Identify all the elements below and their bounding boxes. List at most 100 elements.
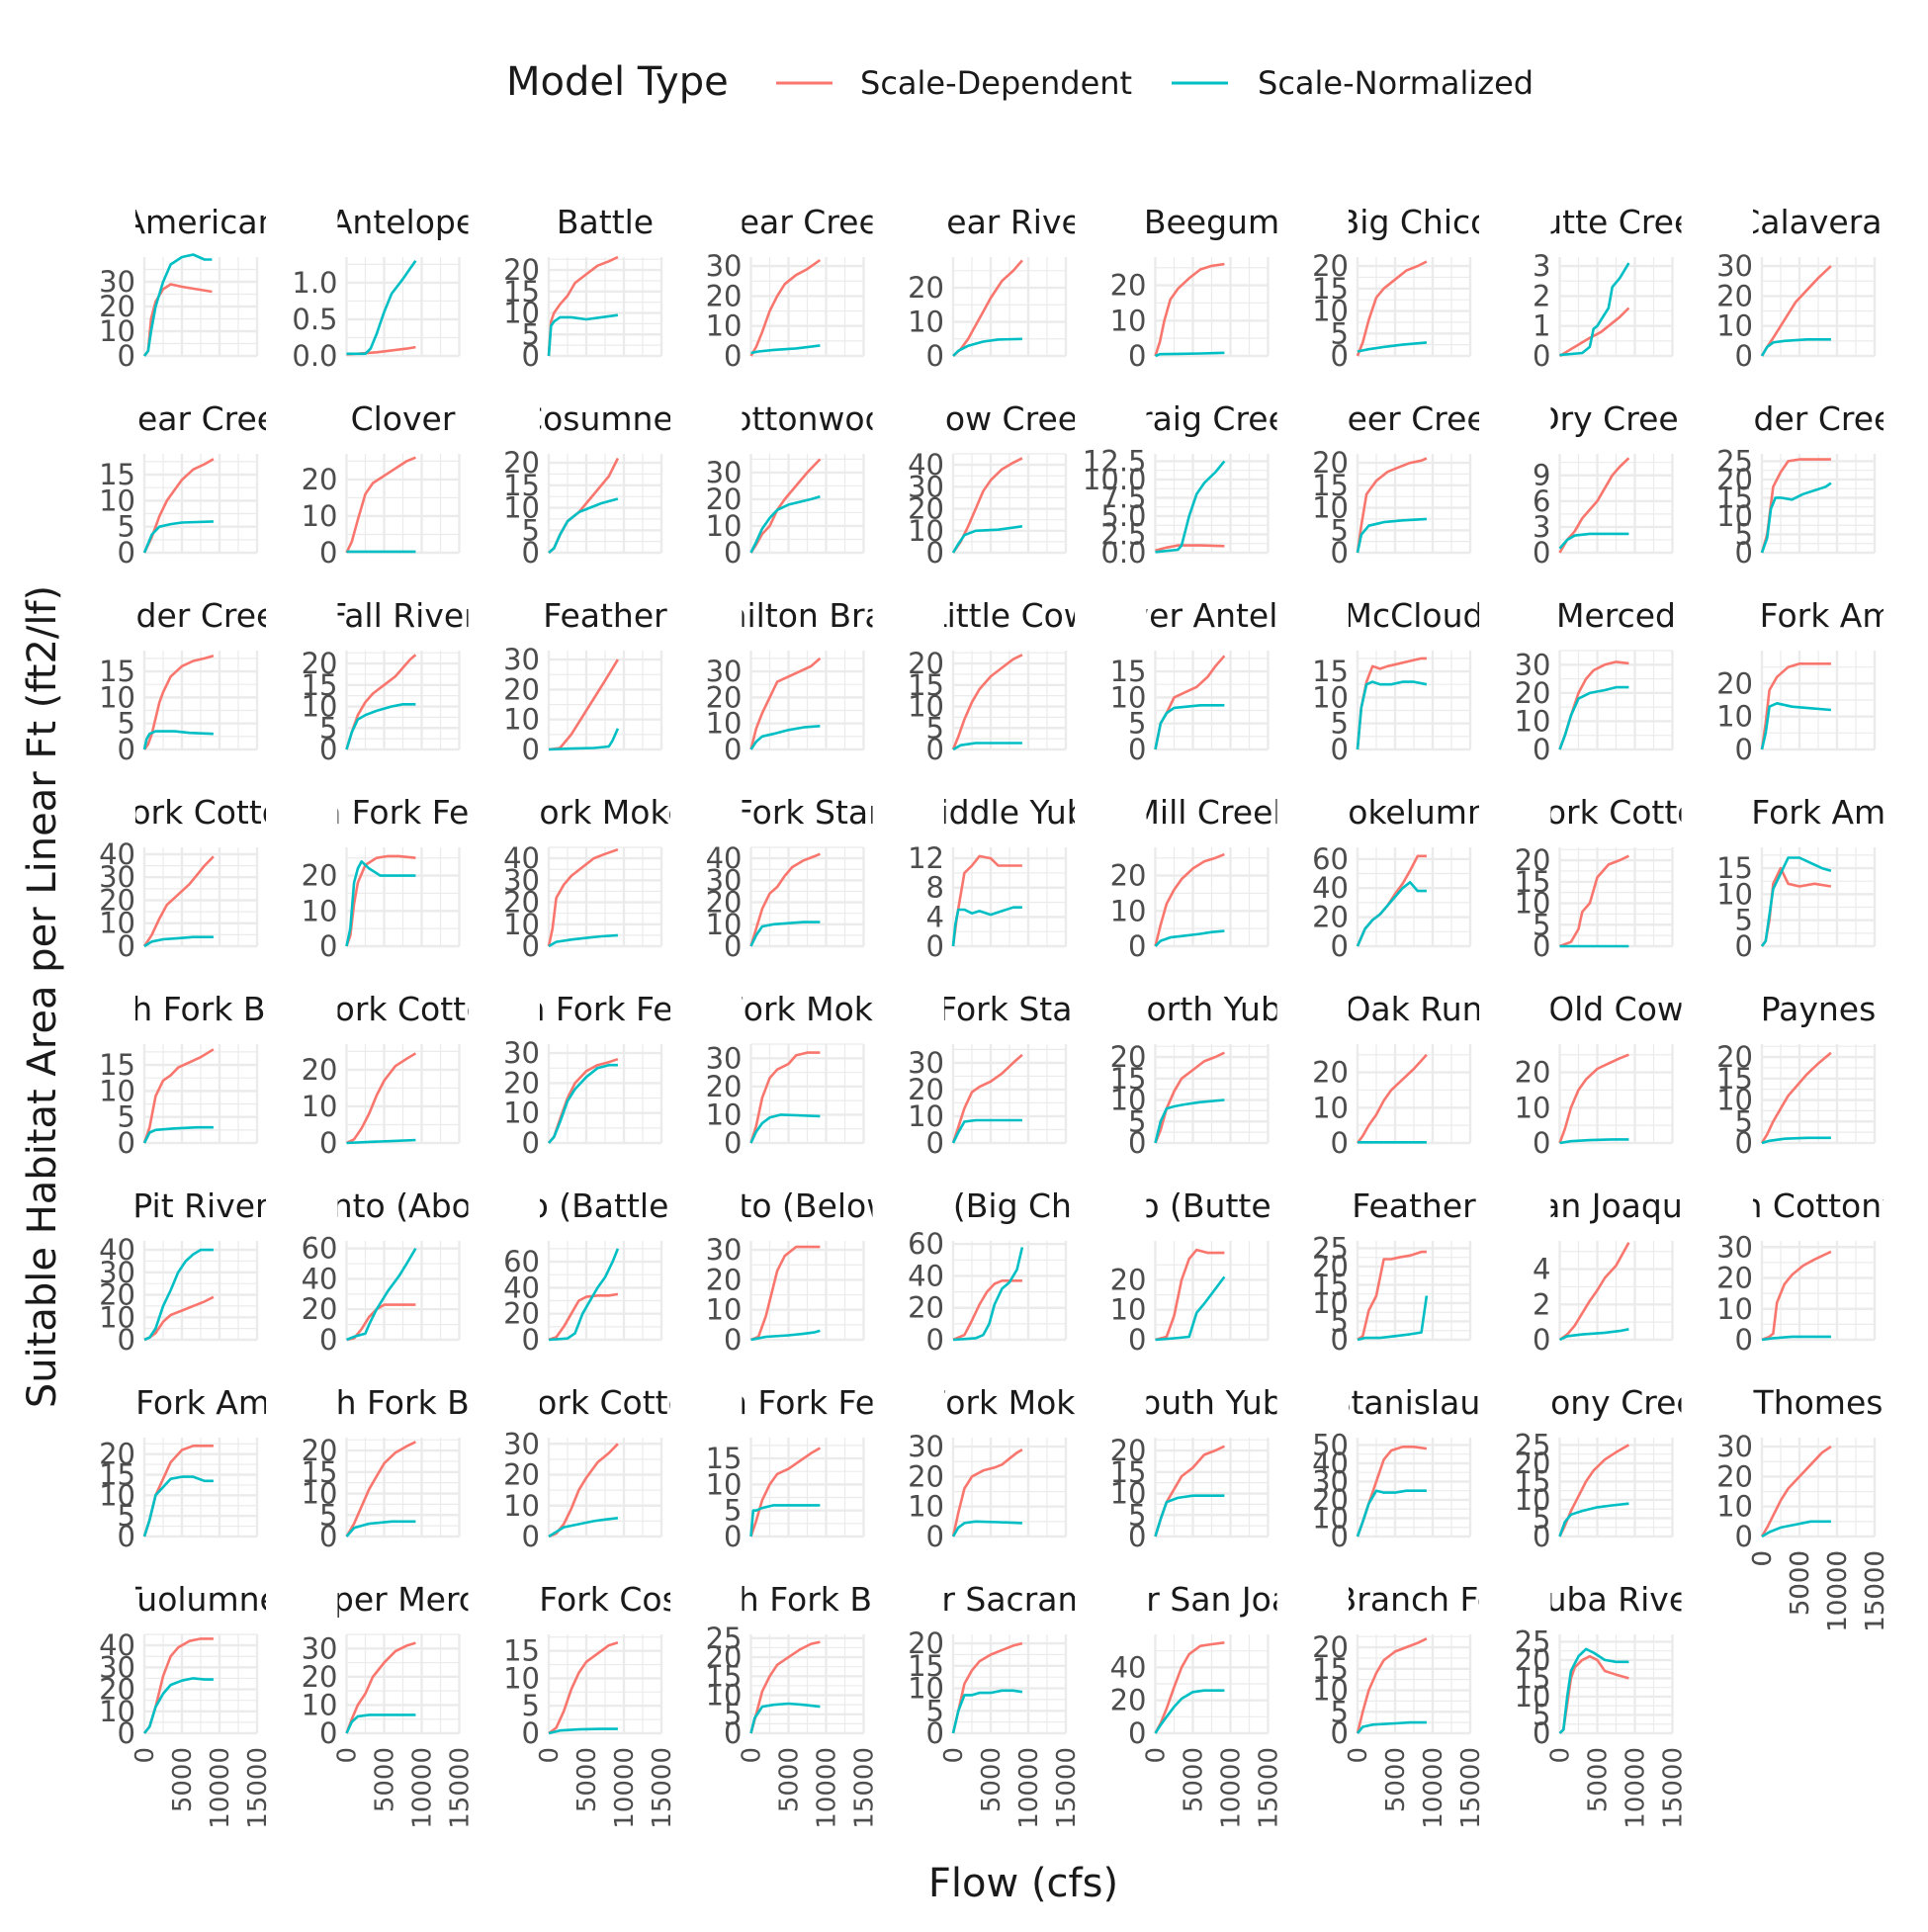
y-tick-label: 20 <box>1110 1263 1147 1296</box>
legend-title: Model Type <box>506 59 729 105</box>
y-tick-label: 15 <box>99 458 135 491</box>
x-tick-label: 10000 <box>813 1747 842 1829</box>
x-tick-label: 5000 <box>1584 1747 1614 1812</box>
y-tick-label: 20 <box>503 446 540 480</box>
y-tick-label: 60 <box>302 1232 338 1266</box>
y-tick-label: 60 <box>1312 842 1349 876</box>
y-tick-label: 30 <box>1716 1230 1753 1264</box>
y-tick-label: 0 <box>1735 733 1753 766</box>
y-tick-label: 10 <box>503 1097 540 1130</box>
y-tick-label: 0 <box>1533 1126 1550 1160</box>
y-tick-label: 20 <box>1312 249 1349 283</box>
y-tick-label: 1 <box>1533 309 1550 343</box>
y-tick-label: 10 <box>908 1490 944 1524</box>
panel-title: Battle <box>557 203 654 241</box>
panel-title: Stanislaus <box>1331 1383 1498 1422</box>
y-tick-label: 30 <box>1716 249 1753 283</box>
y-tick-label: 25 <box>1312 1231 1349 1265</box>
y-tick-label: 0 <box>1331 929 1349 963</box>
y-tick-label: 10 <box>503 703 540 737</box>
panel-title: South Yuba <box>1120 1383 1303 1422</box>
y-tick-label: 0 <box>1735 1323 1753 1357</box>
y-tick-label: 10 <box>706 1293 743 1327</box>
y-tick-label: 20 <box>1110 859 1147 893</box>
y-tick-label: 10 <box>1110 1293 1147 1327</box>
y-tick-label: 10 <box>1716 1292 1753 1326</box>
y-tick-label: 30 <box>706 655 743 688</box>
y-tick-label: 10 <box>1515 1091 1551 1124</box>
y-tick-label: 30 <box>1515 648 1551 681</box>
x-tick-label: 15000 <box>850 1747 880 1829</box>
y-tick-label: 10 <box>1110 894 1147 927</box>
x-tick-label: 10000 <box>610 1747 640 1829</box>
y-tick-label: 0 <box>926 1323 944 1357</box>
y-tick-label: 20 <box>908 647 944 680</box>
y-tick-label: 20 <box>503 672 540 706</box>
y-tick-label: 20 <box>503 253 540 287</box>
y-tick-label: 25 <box>1515 1625 1551 1658</box>
x-tick-label: 0 <box>535 1747 565 1764</box>
y-tick-label: 30 <box>302 1631 338 1665</box>
y-tick-label: 10 <box>1110 304 1147 337</box>
y-tick-label: 15 <box>706 1442 743 1475</box>
y-tick-label: 30 <box>503 1036 540 1070</box>
x-tick-label: 0 <box>1546 1747 1576 1764</box>
y-tick-label: 25 <box>706 1622 743 1655</box>
y-tick-label: 15 <box>1110 655 1147 688</box>
y-tick-label: 1.0 <box>292 266 337 300</box>
y-tick-label: 2 <box>1533 279 1550 312</box>
y-tick-label: 40 <box>503 841 540 875</box>
y-tick-label: 30 <box>1716 1430 1753 1463</box>
y-tick-label: 15 <box>1716 851 1753 885</box>
y-tick-label: 20 <box>1110 1684 1147 1717</box>
y-tick-label: 10 <box>503 1489 540 1523</box>
x-tick-label: 0 <box>738 1747 767 1764</box>
y-tick-label: 2 <box>1533 1287 1550 1321</box>
x-tick-label: 5000 <box>1381 1747 1411 1812</box>
y-tick-label: 10 <box>1716 700 1753 734</box>
y-tick-label: 0 <box>1533 1323 1550 1357</box>
y-tick-label: 8 <box>926 871 944 905</box>
y-tick-label: 0 <box>926 1520 944 1553</box>
y-tick-label: 0.5 <box>292 303 337 336</box>
y-tick-label: 10 <box>302 1090 338 1123</box>
y-axis-label: Suitable Habitat Area per Linear Ft (ft2… <box>20 585 65 1408</box>
legend-label-scale-normalized: Scale-Normalized <box>1258 64 1534 102</box>
y-tick-label: 12.5 <box>1083 444 1147 478</box>
x-tick-label: 10000 <box>206 1747 235 1829</box>
y-tick-label: 60 <box>503 1245 540 1278</box>
panel-title: Cosumnes <box>520 399 690 438</box>
y-tick-label: 20 <box>1312 1630 1349 1664</box>
y-tick-label: 4 <box>926 900 944 933</box>
y-tick-label: 0 <box>1128 339 1146 373</box>
panel-title: Little Cow <box>928 596 1091 635</box>
panel-title: Antelope <box>330 203 476 241</box>
y-tick-label: 0 <box>926 929 944 963</box>
y-tick-label: 0 <box>522 1520 540 1553</box>
y-tick-label: 30 <box>706 456 743 489</box>
y-tick-label: 40 <box>1110 1650 1147 1684</box>
y-tick-label: 40 <box>1312 871 1349 905</box>
panel-title: Pit River <box>132 1186 269 1225</box>
y-tick-label: 20 <box>1716 1459 1753 1493</box>
y-tick-label: 0 <box>1533 339 1550 373</box>
x-tick-label: 15000 <box>446 1747 476 1829</box>
y-tick-label: 0 <box>1128 1323 1146 1357</box>
x-tick-label: 5000 <box>775 1747 805 1812</box>
x-axis-label: Flow (cfs) <box>928 1861 1118 1906</box>
y-tick-label: 20 <box>302 859 338 893</box>
panel-title: Big Chico <box>1338 203 1491 241</box>
y-tick-label: 30 <box>503 643 540 676</box>
y-tick-label: 0 <box>1735 339 1753 373</box>
y-tick-label: 30 <box>908 1046 944 1080</box>
y-tick-label: 15 <box>503 1634 540 1668</box>
x-tick-label: 10000 <box>1419 1747 1448 1829</box>
x-tick-label: 0 <box>131 1747 160 1764</box>
x-tick-label: 5000 <box>371 1747 400 1812</box>
y-tick-label: 20 <box>503 1066 540 1099</box>
y-tick-label: 20 <box>99 1438 135 1471</box>
y-tick-label: 20 <box>908 1459 944 1493</box>
